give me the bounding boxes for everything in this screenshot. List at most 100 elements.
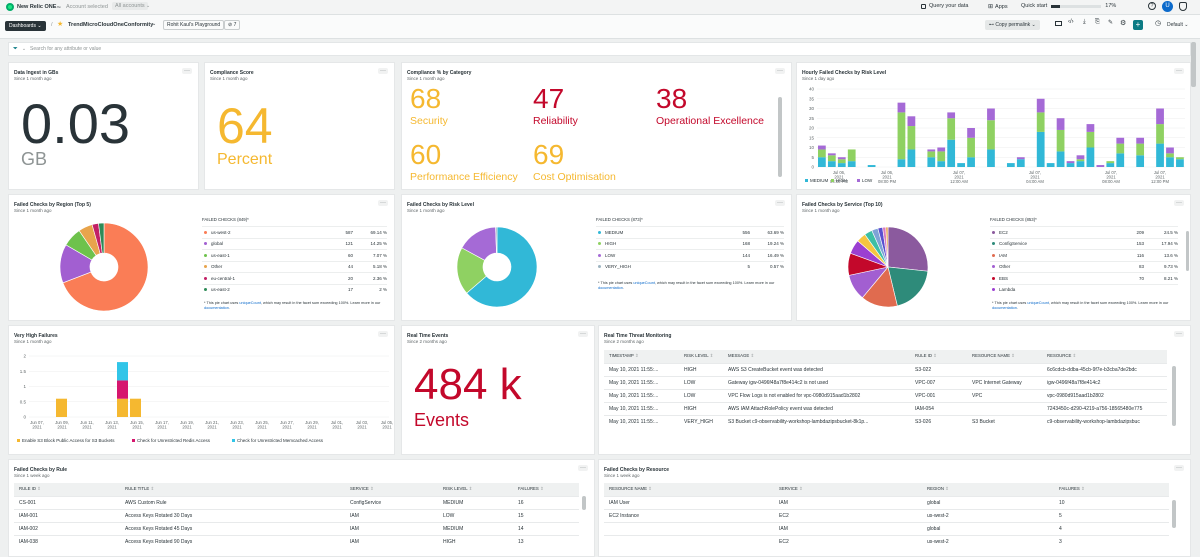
legend-row[interactable]: MEDIUM 556 63.69 %: [596, 226, 784, 237]
column-header[interactable]: RISK LEVEL ⇕: [679, 350, 723, 363]
legend-label[interactable]: MEDIUM: [810, 178, 828, 183]
legend-label[interactable]: Enable S3 Block Public Access for S3 Buc…: [22, 438, 115, 443]
table-scrollbar[interactable]: [1172, 366, 1176, 426]
hourly-bar[interactable]: [1076, 159, 1085, 162]
hourly-bar[interactable]: [1086, 131, 1095, 148]
column-header[interactable]: FAILURES ⇕: [1054, 483, 1169, 496]
hourly-bar[interactable]: [927, 151, 936, 158]
panel-menu-button[interactable]: ···: [378, 331, 388, 337]
legend-row[interactable]: IAM 116 13.6 %: [990, 249, 1178, 260]
hourly-bar[interactable]: [1136, 137, 1145, 144]
add-widget-button[interactable]: +: [1133, 20, 1143, 30]
hourly-bar[interactable]: [967, 157, 975, 167]
column-header[interactable]: SERVICE ⇕: [345, 483, 438, 496]
documentation-link[interactable]: documentation: [204, 306, 229, 310]
hourly-bar[interactable]: [1156, 108, 1164, 125]
legend-row[interactable]: VERY_HIGH 5 0.57 %: [596, 260, 784, 272]
legend-label[interactable]: Check for Unrestricted Redis Access: [137, 438, 211, 443]
hourly-bar[interactable]: [1046, 163, 1055, 167]
table-row[interactable]: May 10, 2021 11:55:... LOW Gateway igw-049…: [604, 375, 1167, 389]
pie-slice[interactable]: [62, 222, 149, 312]
legend-row[interactable]: Other 83 9.73 %: [990, 260, 1178, 272]
hourly-bar[interactable]: [1106, 161, 1115, 164]
hourly-bar[interactable]: [927, 157, 936, 167]
edit-pencil-icon[interactable]: ✎: [1108, 20, 1114, 26]
hourly-bar[interactable]: [1066, 161, 1075, 164]
filter-funnel-icon[interactable]: ⏷: [13, 45, 18, 52]
hourly-bar[interactable]: [957, 163, 966, 167]
documentation-link[interactable]: documentation: [598, 286, 623, 290]
hourly-bar[interactable]: [1156, 143, 1164, 167]
panel-menu-button[interactable]: ···: [775, 200, 785, 206]
pie-slice[interactable]: [887, 226, 929, 272]
very-high-bar[interactable]: [56, 398, 67, 417]
pie-slice[interactable]: [98, 222, 105, 254]
hourly-bar[interactable]: [897, 112, 906, 160]
documentation-link[interactable]: documentation: [992, 306, 1017, 310]
legend-scrollbar[interactable]: [1186, 231, 1189, 271]
hourly-bar[interactable]: [1086, 147, 1095, 168]
hourly-bar[interactable]: [987, 108, 995, 121]
table-row[interactable]: IAM-001 Access Keys Rotated 30 Days IAM LOW…: [14, 508, 579, 522]
legend-row[interactable]: Lambda: [990, 283, 1178, 295]
hourly-bar[interactable]: [1136, 155, 1145, 167]
panel-menu-button[interactable]: ···: [1174, 68, 1184, 74]
column-header[interactable]: MESSAGE ⇕: [723, 350, 910, 363]
hourly-bar[interactable]: [1166, 157, 1174, 167]
column-header[interactable]: RULE ID ⇕: [14, 483, 120, 496]
panel-menu-button[interactable]: ···: [578, 465, 588, 471]
panel-menu-button[interactable]: ···: [378, 68, 388, 74]
legend-row[interactable]: EBS 70 8.21 %: [990, 272, 1178, 283]
legend-row[interactable]: HIGH 168 19.24 %: [596, 237, 784, 249]
column-header[interactable]: RESOURCE NAME ⇕: [604, 483, 774, 496]
download-icon[interactable]: ⤓: [1083, 19, 1086, 25]
hourly-bar[interactable]: [1036, 98, 1045, 113]
panel-menu-button[interactable]: ···: [182, 68, 192, 74]
very-high-bar[interactable]: [117, 380, 128, 399]
hourly-bar[interactable]: [818, 145, 826, 150]
hourly-bar[interactable]: [818, 157, 826, 167]
hourly-bar[interactable]: [837, 157, 846, 160]
hourly-bar[interactable]: [967, 128, 975, 138]
favorite-star-icon[interactable]: ★: [57, 21, 64, 28]
hourly-bar[interactable]: [907, 149, 916, 167]
hourly-bar[interactable]: [827, 153, 836, 156]
table-row[interactable]: IAM global 4: [604, 521, 1169, 535]
quick-start-link[interactable]: Quick start 17%: [1021, 3, 1116, 9]
table-row[interactable]: May 10, 2021 11:55:... HIGH AWS S3 CreateB…: [604, 362, 1167, 376]
hourly-bar[interactable]: [1116, 137, 1125, 144]
legend-row[interactable]: us-west-2 587 69.14 %: [202, 226, 387, 237]
table-row[interactable]: EC2 us-west-2 3: [604, 534, 1169, 548]
dashboards-button[interactable]: Dashboards ⌄: [5, 21, 46, 31]
hourly-bar[interactable]: [987, 149, 995, 167]
table-row[interactable]: May 10, 2021 11:55:... VERY_HIGH S3 Bucket…: [604, 414, 1167, 428]
tv-mode-icon[interactable]: [1055, 21, 1062, 26]
hourly-bar[interactable]: [1006, 163, 1015, 167]
column-header[interactable]: RISK LEVEL ⇕: [438, 483, 513, 496]
legend-row[interactable]: ConfigService 153 17.94 %: [990, 237, 1178, 249]
table-row[interactable]: IAM-038 Access Keys Rotated 90 Days IAM HIG…: [14, 534, 579, 548]
panel-menu-button[interactable]: ···: [1174, 465, 1184, 471]
panel-menu-button[interactable]: ···: [1174, 331, 1184, 337]
legend-row[interactable]: EC2 209 24.5 %: [990, 226, 1178, 237]
dashboard-title[interactable]: TrendMicroCloudOneConformity: [68, 22, 154, 28]
hourly-bar[interactable]: [987, 120, 995, 150]
share-icon[interactable]: ⎘: [1095, 19, 1100, 25]
legend-label[interactable]: LOW: [862, 178, 873, 183]
hourly-bar[interactable]: [1176, 157, 1184, 160]
very-high-bar[interactable]: [117, 398, 128, 417]
column-header[interactable]: TIMESTAMP ⇕: [604, 350, 679, 363]
query-your-data-link[interactable]: Query your data: [921, 3, 968, 9]
legend-label[interactable]: HIGH: [836, 178, 847, 183]
account-select[interactable]: All accounts: [112, 2, 148, 10]
hourly-bar[interactable]: [1056, 129, 1065, 152]
panel-menu-button[interactable]: ···: [775, 68, 785, 74]
brand-logo[interactable]: New Relic ONE ™: [6, 3, 60, 11]
hourly-bar[interactable]: [947, 112, 956, 119]
hourly-bar[interactable]: [847, 149, 856, 162]
very-high-bar[interactable]: [117, 362, 128, 381]
hourly-bar[interactable]: [1016, 157, 1025, 160]
hourly-bar[interactable]: [818, 149, 826, 158]
title-chevron-icon[interactable]: ⌄: [152, 21, 157, 27]
uniquecount-link[interactable]: uniqueCount: [1027, 301, 1049, 305]
